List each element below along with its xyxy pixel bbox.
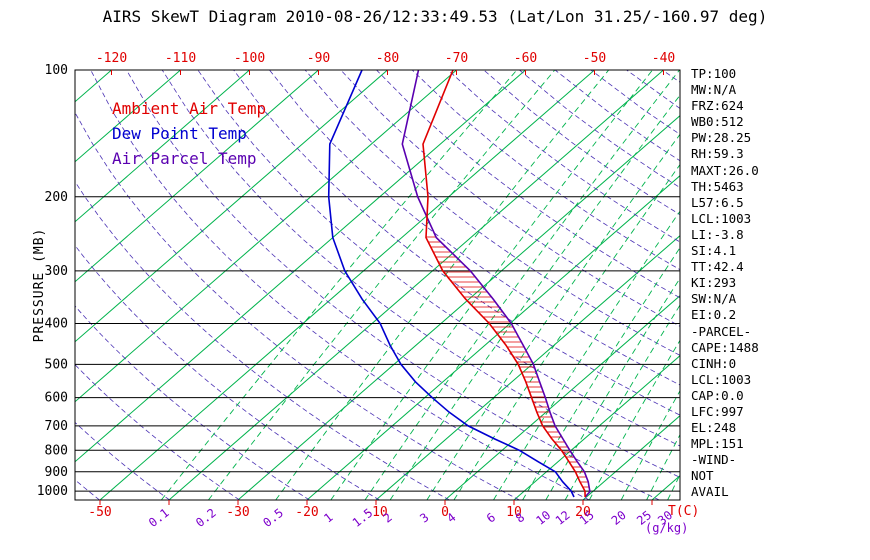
legend-air-parcel-temp: Air Parcel Temp [112,149,257,168]
stats-line: SW:N/A [691,291,737,307]
top-temp-tick-label: -50 [583,51,606,66]
pressure-tick-label: 100 [45,63,68,78]
cape-hatch [426,236,590,488]
pressure-tick-label: 300 [45,264,68,279]
stats-line: L57:6.5 [691,194,744,210]
top-temp-tick-label: -60 [514,51,537,66]
pressure-tick-label: 400 [45,317,68,332]
stats-line: EL:248 [691,420,737,436]
pressure-axis-label: PRESSURE (MB) [32,227,47,343]
stats-line: LCL:1003 [691,371,752,387]
bottom-temp-tick-label: 10 [506,505,522,520]
dew-point-temp-curve [327,70,575,498]
top-temp-tick-label: -80 [376,51,399,66]
stats-line: WB0:512 [691,114,744,130]
pressure-tick-label: 500 [45,357,68,372]
stats-line: LFC:997 [691,403,744,419]
pressure-tick-label: 200 [45,190,68,205]
stats-line: EI:0.2 [691,307,737,323]
stats-line: -PARCEL- [691,323,752,339]
ambient-air-temp-curve [422,70,586,498]
stats-line: -WIND- [691,452,737,468]
stats-line: LI:-3.8 [691,226,744,242]
bottom-temp-tick-label: 0 [441,505,449,520]
top-temp-tick-label: -120 [96,51,127,66]
top-temp-tick-label: -100 [234,51,265,66]
pressure-tick-label: 700 [45,419,68,434]
mixing-ratio-tick-label: 10 [533,508,553,528]
top-temp-tick-label: -70 [445,51,468,66]
stats-line: NOT [691,468,714,484]
legend: Ambient Air Temp Dew Point Temp Air Parcel… [112,96,266,171]
mixing-ratio-tick-label: 3 [417,510,431,525]
mixing-ratio-tick-label: 12 [553,508,573,528]
plot-border [74,69,681,501]
pressure-tick-label: 1000 [37,484,68,499]
mixing-ratio-tick-label: 8 [513,510,527,525]
pressure-tick-label: 900 [45,465,68,480]
mixing-ratio-tick-label: 0.5 [260,506,286,530]
stats-line: MAXT:26.0 [691,162,759,178]
stats-line: TP:100 [691,66,737,81]
legend-ambient-air-temp: Ambient Air Temp [112,99,267,118]
stats-line: MPL:151 [691,436,744,452]
air-parcel-temp-curve [401,70,591,498]
mixing-ratio-tick-label: 4 [444,510,458,525]
stats-line: FRZ:624 [691,98,744,114]
stats-line: CINH:0 [691,355,737,371]
stats-line: MW:N/A [691,82,737,98]
bottom-temp-tick-label: -50 [88,505,111,520]
stats-panel: TP:100 MW:N/A FRZ:624 WB0:512 PW:28.25 RH:59.… [691,66,759,501]
stats-line: SI:4.1 [691,243,737,259]
bottom-temp-tick-label: -20 [295,505,318,520]
stats-line: TT:42.4 [691,259,744,275]
mixing-ratio-tick-label: 1 [321,510,335,525]
stats-line: AVAIL [691,484,729,500]
bottom-temp-tick-label: -10 [364,505,387,520]
pressure-tick-label: 800 [45,443,68,458]
bottom-temp-tick-label: 20 [575,505,591,520]
temp-unit-label: T(C) [668,504,700,519]
dry-adiabat-lines [75,70,680,500]
mixing-ratio-tick-label: 0.1 [146,506,172,530]
mixing-ratio-tick-label: 0.2 [193,506,219,530]
mixing-ratio-tick-label: 2 [380,510,394,525]
chart-title: AIRS SkewT Diagram 2010-08-26/12:33:49.5… [102,7,768,26]
legend-dew-point-temp: Dew Point Temp [112,124,247,143]
stats-line: TH:5463 [691,178,744,194]
stats-line: CAPE:1488 [691,339,759,355]
isotherm-lines [75,70,680,500]
stats-line: KI:293 [691,275,737,291]
top-temp-tick-label: -110 [165,51,196,66]
mixing-ratio-lines [160,70,680,500]
stats-line: LCL:1003 [691,210,752,226]
pressure-tick-label: 600 [45,391,68,406]
mixing-ratio-tick-label: 6 [484,510,498,525]
stats-line: PW:28.25 [691,130,752,146]
stats-line: CAP:0.0 [691,387,744,403]
top-temp-tick-label: -40 [652,51,675,66]
bottom-temp-tick-label: -30 [226,505,249,520]
mixing-ratio-unit-label: (g/kg) [645,521,689,535]
stats-line: RH:59.3 [691,146,744,162]
top-temp-tick-label: -90 [307,51,330,66]
mixing-ratio-tick-label: 20 [609,508,629,528]
